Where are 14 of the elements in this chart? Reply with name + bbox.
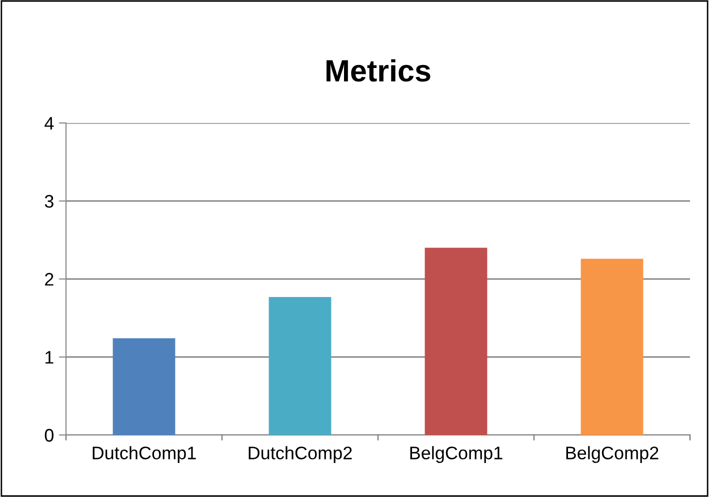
y-tick-label: 0: [44, 428, 54, 442]
y-tick-label: 4: [44, 117, 54, 130]
x-tick-label: BelgComp1: [410, 446, 502, 463]
bar: [580, 258, 644, 435]
y-tick-label: 3: [44, 194, 54, 208]
chart-title: Metrics: [326, 59, 430, 82]
x-tick-label: BelgComp2: [566, 446, 658, 463]
bar: [112, 338, 176, 435]
y-tick-label: 2: [45, 272, 54, 286]
y-tick-label: 1: [46, 351, 54, 364]
bar: [424, 248, 488, 435]
bar: [268, 296, 332, 435]
x-tick-label: DutchComp2: [248, 446, 352, 463]
x-tick-label: DutchComp1: [92, 446, 196, 463]
